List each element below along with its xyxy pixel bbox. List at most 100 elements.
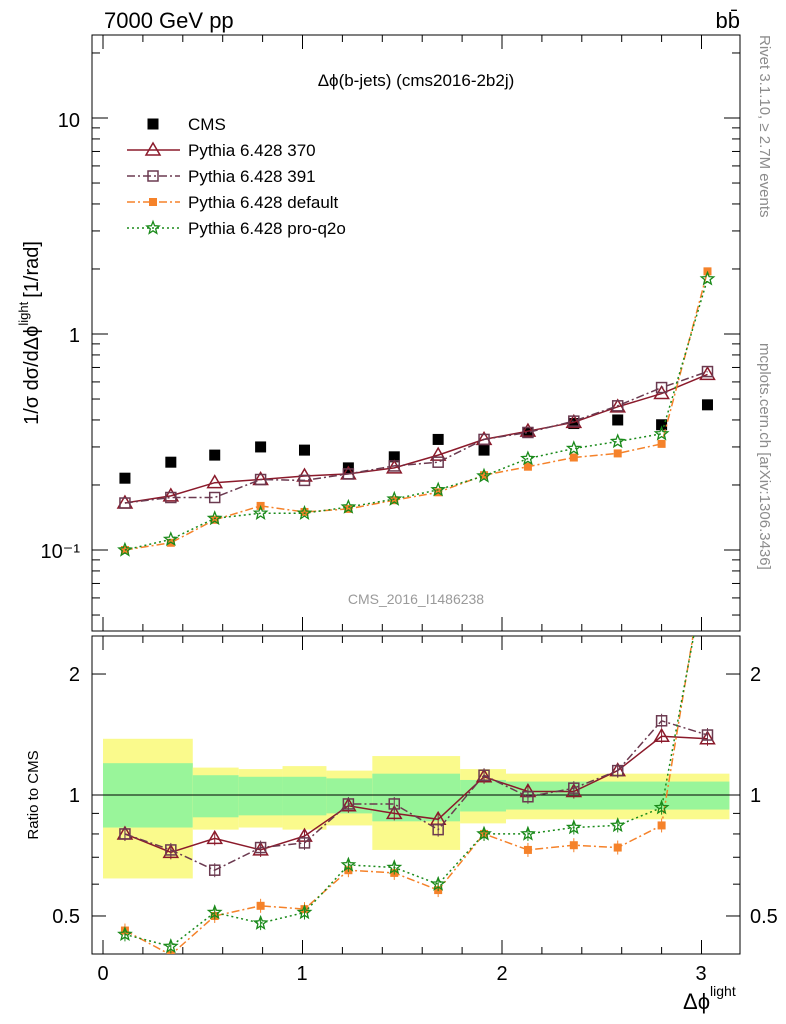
ratio-series-pq2o <box>117 636 695 954</box>
ratio-point-p370-12 <box>653 727 670 743</box>
point-pq2o-1 <box>162 531 179 547</box>
point-cms-4 <box>298 444 310 456</box>
point-pq2o-8 <box>476 467 492 483</box>
point-pdefault-10 <box>569 453 578 462</box>
ratio-point-p391-2 <box>208 864 221 876</box>
analysis-watermark: CMS_2016_I1486238 <box>348 591 484 607</box>
series-line-p370 <box>124 373 708 504</box>
ratio-y-tick-2-left: 2 <box>69 664 80 686</box>
x-tick-label-2: 2 <box>496 963 507 985</box>
point-pdefault-11 <box>613 449 622 458</box>
point-pq2o-11 <box>609 433 626 449</box>
ratio-point-pq2o-7 <box>430 875 447 891</box>
band-inner-2 <box>238 776 283 816</box>
y-axis-label-main: 1/σ dσ/dΔϕ <box>21 326 43 425</box>
ratio-point-p370-2 <box>206 829 224 845</box>
ratio-line-pdefault <box>124 636 694 954</box>
legend-entry-p370: Pythia 6.428 370 <box>127 141 316 160</box>
legend-marker-p370 <box>144 141 162 156</box>
main-plot-frame <box>91 34 741 632</box>
ratio-point-pq2o-9 <box>520 825 536 841</box>
legend-label-pq2o: Pythia 6.428 pro-q2o <box>188 219 346 238</box>
point-p391-2 <box>208 491 221 504</box>
point-cms-9 <box>522 426 534 438</box>
point-p391-11 <box>611 400 624 412</box>
ratio-point-pdefault-10 <box>569 841 578 850</box>
point-pq2o-2 <box>206 510 223 526</box>
point-pdefault-5 <box>344 504 353 513</box>
ratio-point-p391-11 <box>611 764 624 777</box>
ratio-y-tick-2-right: 2 <box>750 664 761 686</box>
mcplots-label: mcplots.cern.ch [arXiv:1306.3436] <box>756 343 773 570</box>
ratio-y-tick-05-left: 0.5 <box>52 906 80 928</box>
legend-entry-cms: CMS <box>147 115 226 134</box>
ratio-point-p391-9 <box>522 791 534 803</box>
ratio-point-p391-10 <box>568 782 580 794</box>
point-p391-10 <box>568 415 580 427</box>
ratio-point-pq2o-5 <box>340 856 357 872</box>
ratio-point-p391-8 <box>478 769 490 781</box>
legend-label-p370: Pythia 6.428 370 <box>188 141 316 160</box>
point-pq2o-10 <box>565 440 582 456</box>
ratio-point-p391-3 <box>254 841 267 854</box>
legend-marker-cms <box>147 118 159 130</box>
ratio-point-p370-6 <box>385 804 403 820</box>
y-tick-label-1: 1 <box>69 325 80 347</box>
ratio-point-p370-10 <box>565 783 583 798</box>
point-pdefault-4 <box>300 507 309 516</box>
point-pdefault-8 <box>480 471 489 480</box>
point-pq2o-3 <box>252 504 269 520</box>
ratio-point-pq2o-3 <box>252 914 269 930</box>
point-p370-10 <box>565 413 583 429</box>
point-pq2o-5 <box>340 498 357 514</box>
point-cms-7 <box>432 433 444 445</box>
point-p391-12 <box>655 381 668 394</box>
ratio-series-p391 <box>119 713 714 878</box>
band-inner-1 <box>192 775 239 818</box>
ratio-point-pdefault-13 <box>703 545 711 553</box>
point-pq2o-6 <box>386 490 403 506</box>
point-p391-3 <box>254 473 267 486</box>
legend-label-cms: CMS <box>188 115 226 134</box>
x-axis-label-sup: light <box>710 983 736 999</box>
ratio-line-p391 <box>124 719 708 872</box>
point-p391-7 <box>432 456 444 468</box>
main-y-tick-labels: 10 1 10⁻¹ <box>41 110 81 563</box>
ratio-point-pq2o-1 <box>162 938 179 954</box>
main-series-layer <box>116 267 716 557</box>
y-axis-label: 1/σ dσ/dΔϕlight [1/rad] <box>16 241 43 425</box>
ratio-uncertainty-bands <box>103 738 730 879</box>
ratio-point-p391-1 <box>165 844 177 856</box>
x-axis-label: Δϕlight <box>683 983 736 1014</box>
point-p391-6 <box>388 460 401 472</box>
point-cms-0 <box>119 472 131 484</box>
x-tick-labels: 0 1 2 3 <box>97 963 706 985</box>
series-cms <box>119 399 713 484</box>
ratio-point-pq2o-0 <box>117 926 133 942</box>
band-inner-5 <box>372 773 461 822</box>
point-pq2o-0 <box>117 541 133 557</box>
ratio-point-pdefault-11 <box>613 843 622 852</box>
band-inner-7 <box>505 781 730 810</box>
point-pq2o-7 <box>430 481 446 497</box>
ratio-y-tick-1-right: 1 <box>750 785 761 807</box>
ratio-point-pq2o-6 <box>386 859 403 875</box>
point-cms-10 <box>568 418 580 430</box>
series-pq2o <box>117 270 716 557</box>
point-p370-1 <box>162 487 180 502</box>
legend-label-pdefault: Pythia 6.428 default <box>188 193 339 212</box>
point-cms-6 <box>388 451 400 463</box>
point-p370-7 <box>429 446 447 461</box>
point-cms-8 <box>478 444 490 456</box>
point-pdefault-12 <box>657 439 666 448</box>
band-inner-6 <box>460 779 506 812</box>
ratio-point-p391-6 <box>388 798 401 810</box>
point-p391-8 <box>478 433 490 446</box>
point-pq2o-9 <box>520 450 536 466</box>
series-line-pdefault <box>124 271 709 551</box>
legend-entry-pq2o: Pythia 6.428 pro-q2o <box>127 219 346 238</box>
y-tick-label-10: 10 <box>58 110 80 132</box>
x-tick-label-0: 0 <box>97 963 108 985</box>
legend-entry-p391: Pythia 6.428 391 <box>127 167 316 186</box>
point-p370-2 <box>206 474 224 489</box>
